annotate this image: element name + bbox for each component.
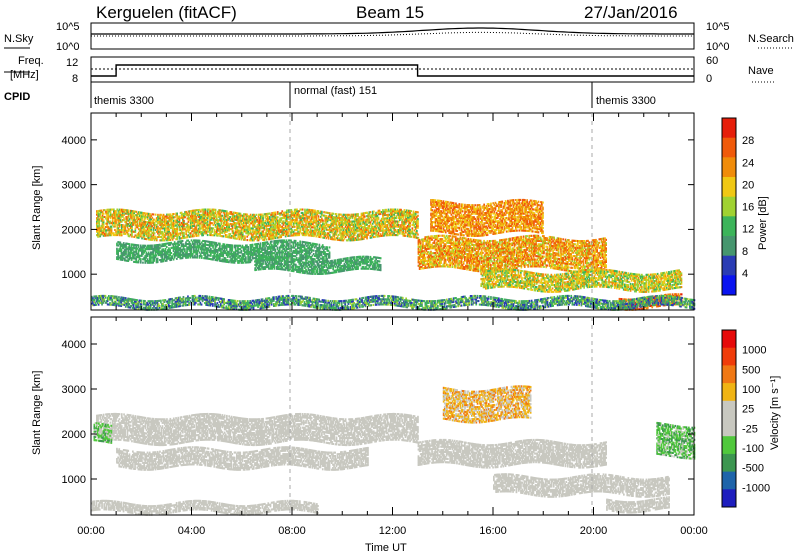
power-cells-cell xyxy=(111,234,113,236)
cpid-segment-1: themis 3300 xyxy=(94,95,154,107)
power-cells-cell xyxy=(103,219,105,221)
power-cells-cell xyxy=(196,216,198,218)
power-cells-cell xyxy=(149,213,151,215)
power-cells-cell xyxy=(128,210,130,212)
power-cells-cell xyxy=(155,214,157,216)
power-cells-cell xyxy=(176,213,178,215)
nsearch-tick-bottom: 10^0 xyxy=(706,41,730,53)
freq-units-label: [MHz] xyxy=(10,69,39,81)
power-cells-cell xyxy=(183,220,185,222)
power-cells-cell xyxy=(176,226,178,228)
power-cells-cell xyxy=(193,235,195,237)
power-cells-cell xyxy=(200,211,202,213)
power-cells-cell xyxy=(170,239,172,241)
power-cells-cell xyxy=(98,218,100,220)
power-cells-cell xyxy=(168,229,170,231)
nave-label: Nave xyxy=(748,65,774,77)
power-cells-cell xyxy=(190,232,192,234)
nsky-label: N.Sky xyxy=(4,33,34,45)
power-cells-cell xyxy=(153,213,155,215)
power-cells-cell xyxy=(103,213,105,215)
date-title: 27/Jan/2016 xyxy=(584,3,678,22)
noise-panel: N.Sky 10^5 10^0 10^5 10^0 N.Search xyxy=(4,21,794,53)
freq-tick-bottom: 8 xyxy=(72,73,78,85)
nave-tick-bottom: 0 xyxy=(706,73,712,85)
nsky-tick-top: 10^5 xyxy=(56,21,80,33)
freq-label: Freq. xyxy=(18,55,44,67)
freq-panel: Freq. [MHz] 12 8 60 0 Nave xyxy=(4,55,776,85)
power-cells-cell xyxy=(155,236,157,238)
power-cells-cell xyxy=(154,219,156,221)
beam-title: Beam 15 xyxy=(356,3,424,22)
power-cells-cell xyxy=(184,216,186,218)
cpid-label: CPID xyxy=(4,91,30,103)
nsky-tick-bottom: 10^0 xyxy=(56,41,80,53)
nsearch-label: N.Search xyxy=(748,33,794,45)
cpid-panel: CPID themis 3300 normal (fast) 151 themi… xyxy=(4,82,656,108)
cpid-segment-2: normal (fast) 151 xyxy=(294,85,377,97)
power-cells-cell xyxy=(123,217,125,219)
nsearch-tick-top: 10^5 xyxy=(706,21,730,33)
power-cells-cell xyxy=(136,211,138,213)
power-cells-cell xyxy=(122,224,124,226)
power-cells-cell xyxy=(164,239,166,241)
freq-tick-top: 12 xyxy=(66,57,78,69)
power-cells-cell xyxy=(173,213,175,215)
nave-tick-top: 60 xyxy=(706,55,718,67)
power-cells-cell xyxy=(151,217,153,219)
power-cells-cell xyxy=(154,232,156,234)
noise-sky-line xyxy=(91,28,694,34)
fan-plot: Kerguelen (fitACF) Beam 15 27/Jan/2016 N… xyxy=(0,0,800,554)
power-cells-cell xyxy=(174,216,176,218)
station-title: Kerguelen (fitACF) xyxy=(96,3,237,22)
power-cells-cell xyxy=(128,233,130,235)
power-heatmap-cells xyxy=(91,199,695,311)
power-cells-cell xyxy=(183,232,185,234)
freq-line xyxy=(91,65,694,76)
cpid-segment-3: themis 3300 xyxy=(596,95,656,107)
